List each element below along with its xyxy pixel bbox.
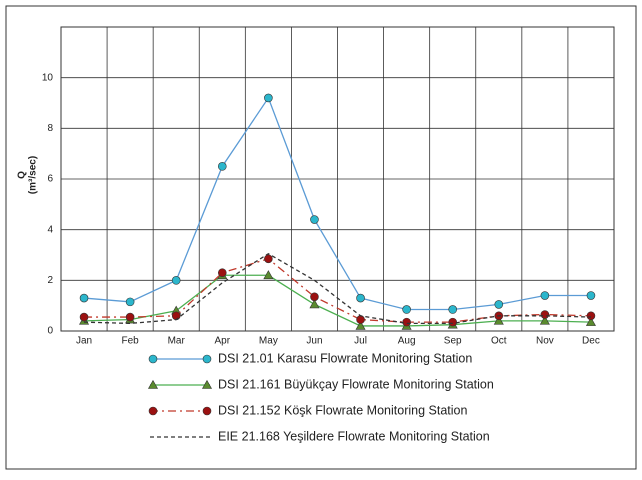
x-tick-label: Nov	[536, 336, 554, 347]
y-tick-label: 2	[47, 275, 53, 286]
point	[263, 270, 274, 280]
y-label: Q	[17, 171, 28, 179]
point	[540, 310, 550, 319]
legend-label: DSI 21.161 Büyükçay Flowrate Monitoring …	[218, 377, 494, 391]
point	[448, 317, 458, 327]
x-tick-label: Oct	[491, 336, 507, 347]
point	[202, 354, 212, 364]
point	[586, 311, 596, 321]
point	[493, 315, 504, 325]
series-line	[84, 258, 591, 323]
y-tick-label: 0	[47, 326, 53, 337]
point	[217, 268, 227, 278]
point	[448, 305, 458, 314]
x-tick-label: Jan	[76, 336, 92, 347]
x-tick-label: Jul	[354, 336, 367, 347]
y-label-unit: (m³/sec)	[28, 156, 39, 194]
x-tick-label: Feb	[122, 336, 140, 347]
point	[148, 354, 158, 364]
legend-label: EIE 21.168 Yeşildere Flowrate Monitoring…	[218, 429, 490, 443]
series-line	[84, 252, 591, 325]
point	[79, 312, 89, 322]
x-tick-label: Dec	[582, 336, 600, 347]
y-tick-label: 8	[47, 123, 53, 134]
point	[356, 293, 365, 303]
point	[125, 297, 135, 307]
point	[310, 292, 319, 302]
y-tick-label: 10	[42, 72, 54, 83]
point	[125, 312, 135, 322]
point	[264, 93, 273, 103]
x-tick-label: Jun	[306, 336, 322, 347]
point	[355, 320, 366, 330]
point	[586, 291, 596, 300]
point	[202, 406, 212, 416]
point	[309, 299, 320, 309]
x-tick-label: Mar	[168, 336, 186, 347]
point	[494, 300, 504, 309]
x-tick-label: Aug	[398, 336, 416, 347]
x-tick-label: Apr	[215, 336, 231, 347]
y-tick-label: 4	[47, 224, 53, 235]
point	[201, 379, 213, 389]
series-line	[83, 96, 591, 311]
chart-frame	[5, 5, 637, 470]
point	[217, 162, 227, 171]
legend-label: DSI 21.152 Köşk Flowrate Monitoring Stat…	[218, 403, 467, 417]
point	[147, 379, 159, 389]
point	[540, 291, 550, 300]
legend-label: DSI 21.01 Karasu Flowrate Monitoring Sta…	[218, 351, 472, 365]
point	[310, 215, 319, 224]
point	[585, 317, 596, 326]
point	[148, 406, 158, 416]
point	[402, 317, 411, 327]
x-tick-label: Sep	[444, 336, 462, 347]
point	[171, 311, 181, 321]
point	[402, 305, 411, 314]
point	[356, 315, 365, 324]
series-line	[84, 274, 591, 327]
point	[171, 276, 181, 285]
point	[264, 254, 273, 264]
point	[79, 293, 89, 303]
point	[539, 315, 550, 325]
x-tick-label: May	[259, 336, 278, 347]
y-tick-label: 6	[47, 174, 53, 185]
